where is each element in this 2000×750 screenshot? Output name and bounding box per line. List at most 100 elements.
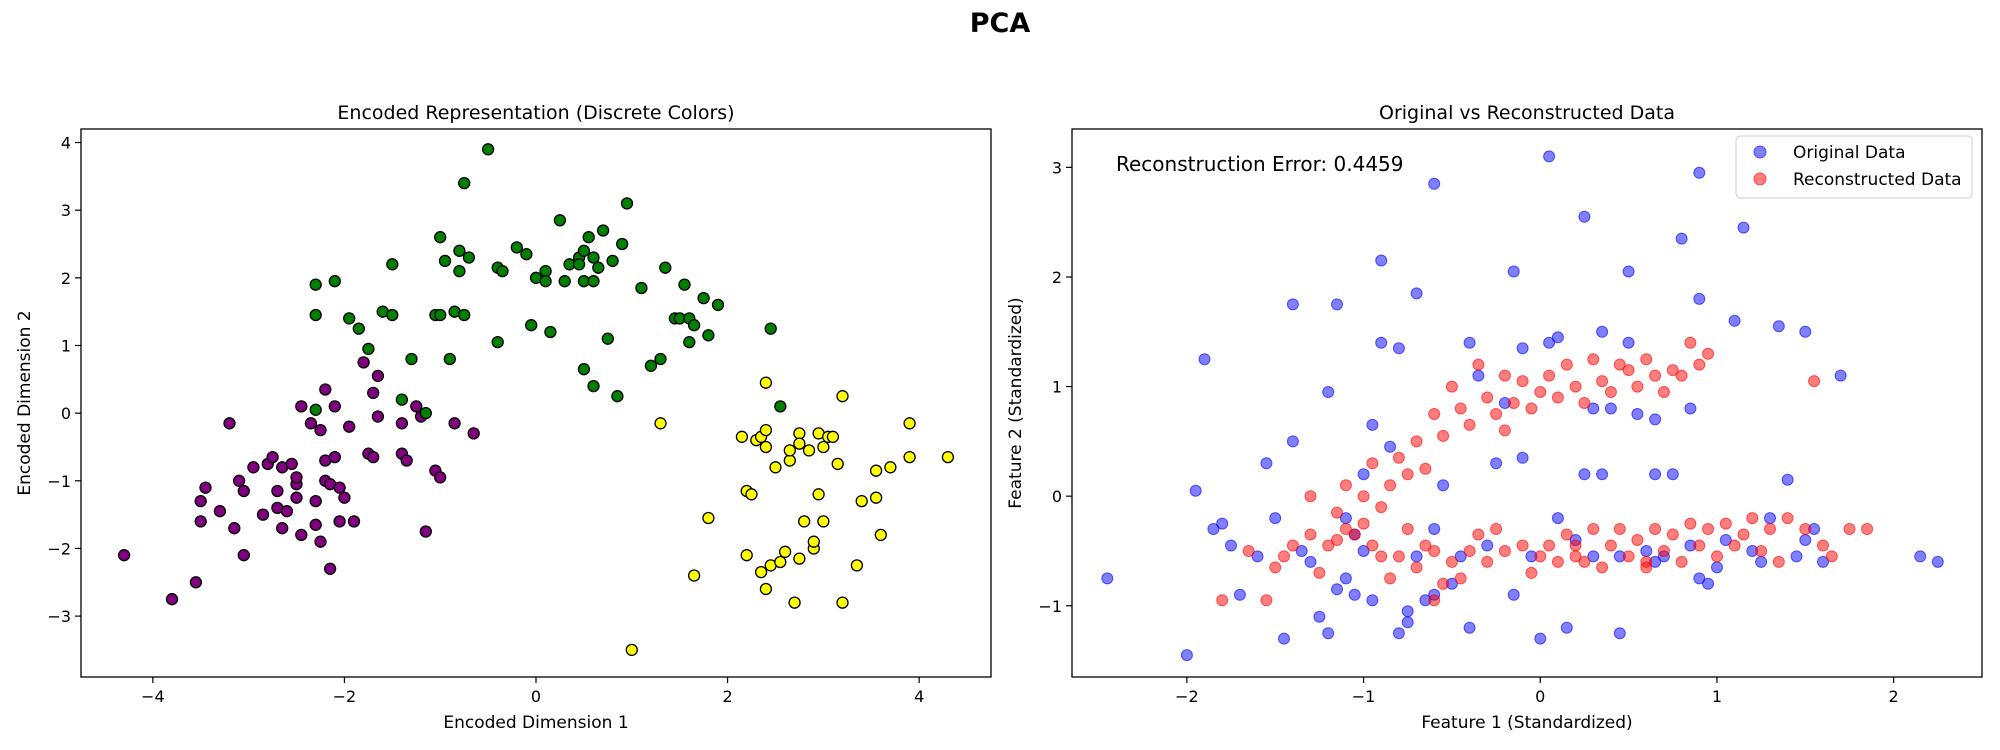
encoded-point-s1-26 <box>491 335 504 349</box>
encoded-ytick-label-5: 2 <box>61 269 71 288</box>
encoded-point-s0-0 <box>117 549 131 562</box>
reconstruction-point-s0-29 <box>1375 254 1388 267</box>
reconstruction-point-s0-63 <box>1587 402 1600 415</box>
reconstruction-point-s1-87 <box>1534 386 1547 398</box>
reconstruction-point-s0-58 <box>1551 512 1564 525</box>
reconstruction-point-s0-73 <box>1649 468 1662 481</box>
reconstruction-point-s1-75 <box>1437 429 1450 442</box>
reconstruction-point-s1-72 <box>1410 435 1423 448</box>
reconstruction-point-s1-29 <box>1516 539 1529 552</box>
encoded-point-s1-66 <box>711 298 725 312</box>
reconstruction-scatter-points <box>1101 150 1944 662</box>
encoded-plot-title: Encoded Representation (Discrete Colors) <box>337 102 734 124</box>
reconstruction-xtick-label-3: 1 <box>1712 687 1722 706</box>
encoded-point-s2-18 <box>778 545 792 558</box>
reconstruction-point-s1-94 <box>1596 375 1609 388</box>
encoded-point-s1-63 <box>687 319 701 332</box>
encoded-point-s1-1 <box>309 278 322 291</box>
reconstruction-point-s1-112 <box>1428 545 1441 557</box>
reconstruction-point-s0-47 <box>1490 457 1503 470</box>
encoded-point-s1-54 <box>635 281 648 295</box>
encoded-point-s2-46 <box>941 450 955 464</box>
reconstruction-xtick-label-4: 2 <box>1889 687 1899 706</box>
reconstruction-plot-frame <box>1071 128 1983 678</box>
reconstruction-point-s1-61 <box>1817 539 1829 552</box>
reconstruction-point-s0-76 <box>1666 468 1679 481</box>
reconstruction-point-s1-47 <box>1675 555 1688 568</box>
reconstruction-point-s0-83 <box>1711 561 1723 574</box>
reconstruction-point-s0-50 <box>1507 588 1520 601</box>
encoded-point-s1-57 <box>659 261 672 274</box>
encoded-point-s1-12 <box>419 406 432 420</box>
reconstruction-point-s1-70 <box>1392 451 1405 464</box>
reconstruction-point-s1-39 <box>1604 539 1617 552</box>
encoded-point-s2-45 <box>903 450 916 464</box>
encoded-point-s1-62 <box>683 335 696 349</box>
encoded-point-s0-47 <box>371 369 385 383</box>
encoded-point-s1-39 <box>572 258 586 271</box>
reconstruction-point-s0-14 <box>1295 545 1308 557</box>
reconstruction-point-s1-9 <box>1331 534 1343 546</box>
encoded-point-s2-13 <box>759 440 773 454</box>
reconstruction-point-s0-70 <box>1622 265 1635 278</box>
reconstruction-point-s0-19 <box>1331 298 1343 311</box>
reconstruction-point-s0-0 <box>1101 572 1114 585</box>
encoded-point-s2-29 <box>812 488 825 501</box>
reconstruction-x-axis-ticks: −2 −1 0 1 2 <box>1175 677 1899 706</box>
encoded-point-s2-17 <box>774 555 787 569</box>
encoded-point-s0-27 <box>304 417 318 430</box>
encoded-point-s1-64 <box>697 291 710 305</box>
encoded-point-s2-12 <box>759 423 773 437</box>
encoded-point-s0-12 <box>247 461 260 474</box>
reconstruction-point-s0-79 <box>1684 402 1697 415</box>
encoded-point-s0-28 <box>309 494 322 508</box>
encoded-point-s0-29 <box>309 518 322 531</box>
encoded-point-s1-19 <box>453 244 466 257</box>
encoded-point-s0-32 <box>319 383 332 396</box>
reconstruction-point-s0-26 <box>1366 594 1379 607</box>
reconstruction-point-s0-55 <box>1543 336 1556 349</box>
encoded-point-s2-37 <box>836 596 849 609</box>
reconstruction-point-s1-66 <box>1357 490 1370 503</box>
reconstruction-point-s0-39 <box>1428 523 1441 535</box>
encoded-point-s0-54 <box>419 525 432 538</box>
reconstruction-point-s1-108 <box>1304 490 1317 503</box>
legend-marker-reconstructed <box>1753 172 1767 186</box>
legend-box <box>1735 135 1973 199</box>
reconstruction-point-s1-50 <box>1702 523 1715 535</box>
reconstruction-point-s0-71 <box>1631 408 1644 420</box>
reconstruction-point-s1-92 <box>1578 397 1591 409</box>
reconstruction-point-s1-8 <box>1322 539 1335 552</box>
reconstruction-point-s0-59 <box>1560 621 1573 634</box>
reconstruction-point-s1-34 <box>1560 528 1573 541</box>
reconstruction-point-s1-55 <box>1746 512 1759 525</box>
reconstruction-point-s0-69 <box>1622 336 1635 349</box>
reconstruction-point-s1-106 <box>1702 347 1715 360</box>
reconstruction-point-s1-12 <box>1357 517 1370 530</box>
reconstruction-point-s0-5 <box>1216 517 1229 530</box>
encoded-point-s1-28 <box>510 241 523 254</box>
encoded-ytick-label-0: −3 <box>47 607 71 626</box>
reconstruction-point-s1-97 <box>1622 364 1635 377</box>
reconstruction-point-s0-72 <box>1640 545 1653 557</box>
reconstruction-point-s0-82 <box>1702 577 1715 590</box>
reconstruction-scatter-panel: Original vs Reconstructed Data −2 −1 0 1 2 −… <box>1006 102 1983 733</box>
reconstruction-point-s0-49 <box>1507 265 1520 278</box>
encoded-point-s2-26 <box>802 444 816 457</box>
reconstruction-point-s1-67 <box>1366 457 1379 470</box>
reconstruction-point-s1-73 <box>1419 462 1432 475</box>
reconstruction-xtick-label-1: −1 <box>1352 687 1376 706</box>
reconstruction-point-s1-49 <box>1693 539 1706 552</box>
reconstruction-point-s1-57 <box>1764 523 1776 535</box>
encoded-point-s1-5 <box>352 322 365 335</box>
reconstruction-point-s1-105 <box>1693 358 1706 371</box>
reconstruction-point-s1-44 <box>1649 523 1662 535</box>
reconstruction-point-s0-91 <box>1781 473 1794 486</box>
reconstruction-point-s1-90 <box>1560 358 1573 371</box>
encoded-point-s1-41 <box>577 363 591 376</box>
encoded-point-s0-56 <box>434 471 447 484</box>
encoded-point-s1-30 <box>525 319 538 332</box>
reconstruction-point-s1-93 <box>1587 353 1600 366</box>
reconstruction-y-axis-label: Feature 2 (Standardized) <box>1006 297 1026 508</box>
reconstruction-point-s0-103 <box>1331 583 1343 596</box>
